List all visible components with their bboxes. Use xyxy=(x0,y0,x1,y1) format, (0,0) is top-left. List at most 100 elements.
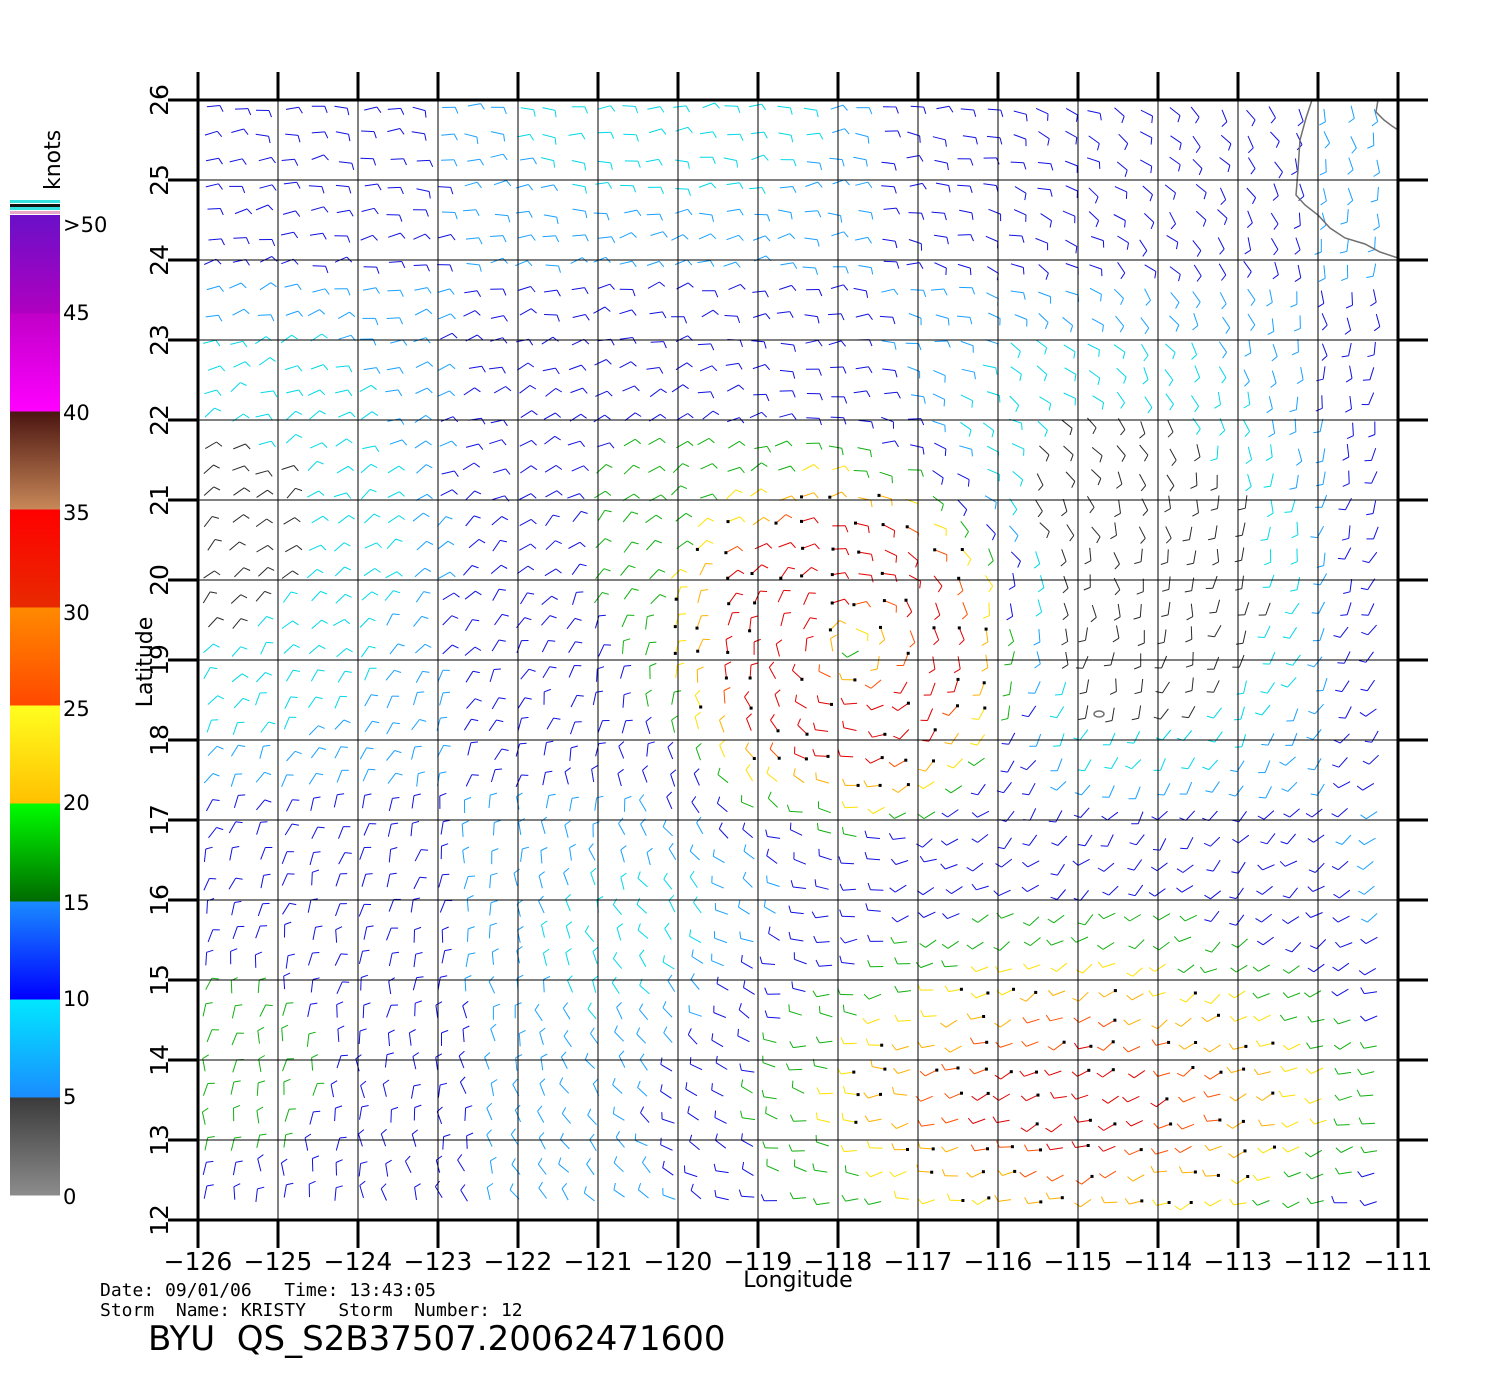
wind-barb xyxy=(1370,289,1377,307)
wind-barb xyxy=(361,411,379,420)
wind-barb xyxy=(1020,1122,1039,1133)
wind-barb xyxy=(337,311,356,320)
wind-barb xyxy=(442,592,460,601)
wind-barb xyxy=(538,1181,547,1199)
wind-barb xyxy=(649,311,667,319)
lat-lon-grid xyxy=(168,72,1428,1248)
wind-barb xyxy=(304,1133,312,1151)
wind-barb xyxy=(545,540,562,551)
wind-barb xyxy=(568,641,583,654)
colorbar xyxy=(10,200,60,1196)
wind-barb xyxy=(993,941,1010,951)
wind-barb xyxy=(518,234,536,241)
wind-barb xyxy=(981,627,989,646)
wind-barb xyxy=(791,663,804,681)
wind-barb xyxy=(337,514,355,524)
wind-barb xyxy=(723,261,741,268)
wind-barb xyxy=(699,365,718,372)
wind-barb xyxy=(726,569,745,580)
wind-barb xyxy=(255,771,272,783)
wind-barb xyxy=(1169,211,1177,230)
wind-barb xyxy=(1207,525,1218,541)
wind-barb xyxy=(540,157,556,168)
wind-barb xyxy=(881,340,897,350)
wind-barb xyxy=(1218,341,1228,359)
wind-barb xyxy=(1235,630,1247,645)
wind-barb xyxy=(837,1067,856,1075)
wind-barb xyxy=(1051,835,1068,846)
wind-barb xyxy=(941,960,958,968)
wind-barb xyxy=(749,411,768,419)
wind-barb xyxy=(841,801,859,809)
wind-barb xyxy=(1092,395,1105,410)
wind-barb xyxy=(1190,395,1200,413)
wind-barb xyxy=(700,463,718,470)
wind-barb xyxy=(1291,158,1298,176)
wind-barb xyxy=(359,384,377,393)
wind-barb xyxy=(1281,1121,1299,1128)
wind-barb xyxy=(387,822,399,837)
wind-barb xyxy=(915,961,934,969)
wind-barb xyxy=(493,386,512,394)
longitude-tick-label: −116 xyxy=(964,1247,1033,1276)
wind-barb xyxy=(648,128,667,135)
colorbar-overflow-stripe xyxy=(10,204,60,207)
wind-barb xyxy=(258,357,276,366)
wind-barb xyxy=(789,822,803,836)
wind-barb xyxy=(311,515,329,524)
wind-barb xyxy=(545,793,556,809)
wind-barb xyxy=(386,872,397,888)
wind-barb xyxy=(1010,342,1021,359)
wind-barb xyxy=(984,495,997,510)
wind-barb xyxy=(1060,549,1067,567)
wind-barb xyxy=(281,620,299,629)
wind-barb xyxy=(1122,1095,1140,1103)
longitude-tick-label: −126 xyxy=(164,1247,233,1276)
wind-barb xyxy=(414,414,432,424)
wind-barb xyxy=(1368,421,1376,438)
wind-barb xyxy=(941,1117,959,1124)
wind-barb xyxy=(205,441,223,450)
wind-barb xyxy=(544,314,560,322)
wind-barb xyxy=(941,940,959,949)
wind-barb xyxy=(570,387,588,394)
wind-barb xyxy=(387,515,405,524)
wind-barb xyxy=(1090,604,1097,623)
wind-barb xyxy=(741,1161,754,1177)
wind-barb xyxy=(335,593,352,604)
wind-barb xyxy=(361,130,377,139)
wind-barb xyxy=(490,257,508,264)
wind-barb xyxy=(233,697,250,709)
wind-barb xyxy=(727,592,744,606)
wind-barb xyxy=(779,390,796,398)
wind-barb xyxy=(1284,499,1296,513)
colorbar-band xyxy=(10,705,60,804)
wind-barb xyxy=(334,719,351,730)
wind-barb xyxy=(831,547,850,556)
wind-barb xyxy=(854,236,873,244)
wind-barb xyxy=(1306,728,1322,740)
wind-barb xyxy=(727,133,744,141)
wind-barb xyxy=(891,1122,909,1129)
wind-barb xyxy=(202,591,218,604)
wind-barb xyxy=(335,1136,347,1151)
wind-barb xyxy=(308,644,326,655)
wind-barb xyxy=(802,266,818,275)
wind-barb xyxy=(1246,187,1257,205)
wind-barb xyxy=(1228,1043,1248,1050)
wind-barb xyxy=(561,1182,569,1201)
wind-barb xyxy=(1113,577,1121,596)
wind-barb xyxy=(203,643,220,653)
wind-barb xyxy=(1280,1065,1298,1073)
wind-barb xyxy=(437,264,453,272)
wind-barb xyxy=(1045,1192,1064,1200)
wind-barb xyxy=(664,922,672,941)
wind-barb xyxy=(1180,836,1194,850)
wind-barb xyxy=(775,639,783,657)
wind-barb xyxy=(1045,1123,1063,1133)
colorbar-overflow-stripe xyxy=(10,200,60,203)
wind-barb xyxy=(1203,1044,1221,1053)
wind-barb xyxy=(960,421,972,437)
wind-barb xyxy=(1247,135,1254,154)
wind-barb xyxy=(622,105,639,114)
